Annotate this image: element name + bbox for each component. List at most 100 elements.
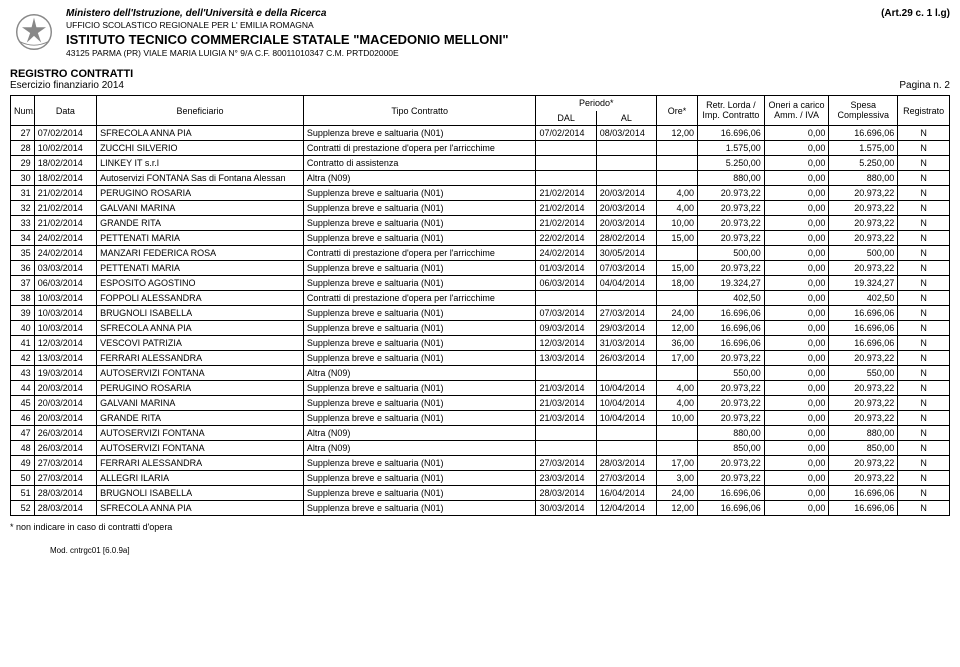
cell: 04/04/2014 [596,276,656,291]
cell: 20.973,22 [829,231,898,246]
cell [596,171,656,186]
cell: 15,00 [657,231,698,246]
cell: 09/03/2014 [536,321,596,336]
cell: Supplenza breve e saltuaria (N01) [303,336,536,351]
cell: 26/03/2014 [596,351,656,366]
cell: 28/03/2014 [34,501,96,516]
module-code: Mod. cntrgc01 [6.0.9a] [50,546,950,555]
cell: 24,00 [657,486,698,501]
cell: 0,00 [764,411,829,426]
table-row: 33 21/02/2014 GRANDE RITASupplenza breve e… [11,216,950,231]
cell: PETTENATI MARIA [97,231,304,246]
cell: 550,00 [829,366,898,381]
cell: 07/03/2014 [536,306,596,321]
cell: PETTENATI MARIA [97,261,304,276]
table-row: 4112/03/2014VESCOVI PATRIZIASupplenza br… [11,336,950,351]
cell: 08/03/2014 [596,126,656,141]
state-emblem-icon [10,8,58,56]
cell: FERRARI ALESSANDRA [97,351,304,366]
cell: 402,50 [697,291,764,306]
cell: 500,00 [829,246,898,261]
cell: Altra (N09) [303,171,536,186]
cell: 4,00 [657,186,698,201]
cell: 20.973,22 [829,261,898,276]
cell: 4,00 [657,381,698,396]
cell: 21/02/2014 [536,216,596,231]
cell: 0,00 [764,276,829,291]
cell: 16.696,06 [829,336,898,351]
cell: 20.973,22 [829,456,898,471]
cell: 10/02/2014 [34,141,96,156]
cell: 880,00 [697,171,764,186]
table-row: 4420/03/2014PERUGINO ROSARIASupplenza br… [11,381,950,396]
cell: 550,00 [697,366,764,381]
address-line: 43125 PARMA (PR) VIALE MARIA LUIGIA N° 9… [66,48,950,58]
cell [536,441,596,456]
table-row: 4927/03/2014FERRARI ALESSANDRASupplenza … [11,456,950,471]
cell: 27/03/2014 [596,306,656,321]
cell: FERRARI ALESSANDRA [97,456,304,471]
cell: 0,00 [764,441,829,456]
cell: 0,00 [764,126,829,141]
cell: 10/03/2014 [34,291,96,306]
cell [657,426,698,441]
cell: 10,00 [657,411,698,426]
table-row: 4620/03/2014GRANDE RITASupplenza breve e… [11,411,950,426]
cell: 10/04/2014 [596,396,656,411]
table-row: 5027/03/2014ALLEGRI ILARIASupplenza brev… [11,471,950,486]
cell: Supplenza breve e saltuaria (N01) [303,381,536,396]
cell: Supplenza breve e saltuaria (N01) [303,201,536,216]
cell: Supplenza breve e saltuaria (N01) [303,231,536,246]
cell: SFRECOLA ANNA PIA [97,126,304,141]
cell: 43 [11,366,35,381]
cell: Supplenza breve e saltuaria (N01) [303,216,536,231]
cell: N [898,291,950,306]
cell: N [898,126,950,141]
table-row: 4213/03/2014FERRARI ALESSANDRASupplenza … [11,351,950,366]
cell: N [898,366,950,381]
cell: N [898,381,950,396]
cell [536,171,596,186]
cell: 10,00 [657,216,698,231]
cell: 22/02/2014 [536,231,596,246]
cell: N [898,336,950,351]
cell [657,171,698,186]
cell: ESPOSITO AGOSTINO [97,276,304,291]
cell: 17,00 [657,456,698,471]
cell: 06/03/2014 [34,276,96,291]
cell: 32 [11,201,35,216]
table-row: 5128/03/2014BRUGNOLI ISABELLASupplenza b… [11,486,950,501]
cell [596,291,656,306]
cell: Contratto di assistenza [303,156,536,171]
cell: N [898,426,950,441]
cell: 20.973,22 [697,201,764,216]
cell: Supplenza breve e saltuaria (N01) [303,411,536,426]
cell: MANZARI FEDERICA ROSA [97,246,304,261]
cell: 20/03/2014 [596,186,656,201]
cell: 0,00 [764,201,829,216]
cell: 0,00 [764,396,829,411]
table-header: Num. Data Beneficiario Tipo Contratto Pe… [11,96,950,126]
cell: 30/03/2014 [536,501,596,516]
cell: 850,00 [829,441,898,456]
cell: 17,00 [657,351,698,366]
cell: 15,00 [657,261,698,276]
cell: 07/02/2014 [536,126,596,141]
cell: 16.696,06 [697,321,764,336]
cell: 0,00 [764,321,829,336]
cell: 0,00 [764,306,829,321]
page-number: Pagina n. 2 [899,80,950,91]
cell: N [898,351,950,366]
table-row: 3524/02/2014MANZARI FEDERICA ROSAContrat… [11,246,950,261]
cell: BRUGNOLI ISABELLA [97,306,304,321]
cell: 33 [11,216,35,231]
cell: 52 [11,501,35,516]
cell: GRANDE RITA [97,216,304,231]
cell: 49 [11,456,35,471]
table-row: 4319/03/2014AUTOSERVIZI FONTANAAltra (N0… [11,366,950,381]
cell: 20.973,22 [829,186,898,201]
cell: 24/02/2014 [34,246,96,261]
cell: 4,00 [657,201,698,216]
cell: 27/03/2014 [596,471,656,486]
cell: 20.973,22 [697,471,764,486]
